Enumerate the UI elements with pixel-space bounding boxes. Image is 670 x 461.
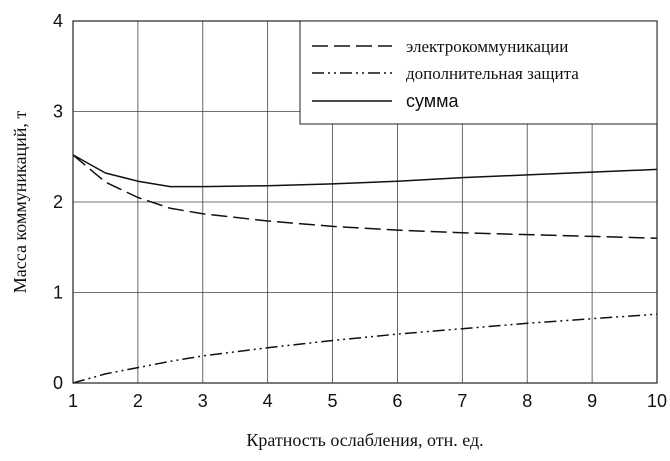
y-tick-label: 2 xyxy=(53,192,63,212)
legend-label-electro: электрокоммуникации xyxy=(406,37,568,56)
x-tick-label: 5 xyxy=(328,391,338,411)
x-tick-label: 6 xyxy=(392,391,402,411)
x-tick-label: 10 xyxy=(647,391,667,411)
y-tick-labels: 0 1 2 3 4 xyxy=(53,11,63,393)
x-tick-labels: 1 2 3 4 5 6 7 8 9 10 xyxy=(68,391,667,411)
x-tick-label: 2 xyxy=(133,391,143,411)
x-tick-label: 9 xyxy=(587,391,597,411)
series-lines xyxy=(72,154,658,384)
x-tick-label: 1 xyxy=(68,391,78,411)
y-tick-label: 0 xyxy=(53,373,63,393)
x-tick-label: 8 xyxy=(522,391,532,411)
series-line-0 xyxy=(72,154,658,239)
legend-label-protection: дополнительная защита xyxy=(406,64,579,83)
x-tick-label: 7 xyxy=(457,391,467,411)
y-tick-label: 1 xyxy=(53,283,63,303)
y-tick-label: 4 xyxy=(53,11,63,31)
x-tick-label: 3 xyxy=(198,391,208,411)
series-line-1 xyxy=(72,313,658,384)
x-tick-label: 4 xyxy=(263,391,273,411)
x-axis-label: Кратность ослабления, отн. ед. xyxy=(246,430,483,450)
legend: электрокоммуникации дополнительная защит… xyxy=(299,20,658,125)
series-line-2 xyxy=(72,154,658,188)
y-axis-label: Масса коммуникаций, т xyxy=(10,111,30,294)
legend-box xyxy=(299,20,658,125)
y-tick-label: 3 xyxy=(53,102,63,122)
legend-label-sum: сумма xyxy=(406,91,460,111)
